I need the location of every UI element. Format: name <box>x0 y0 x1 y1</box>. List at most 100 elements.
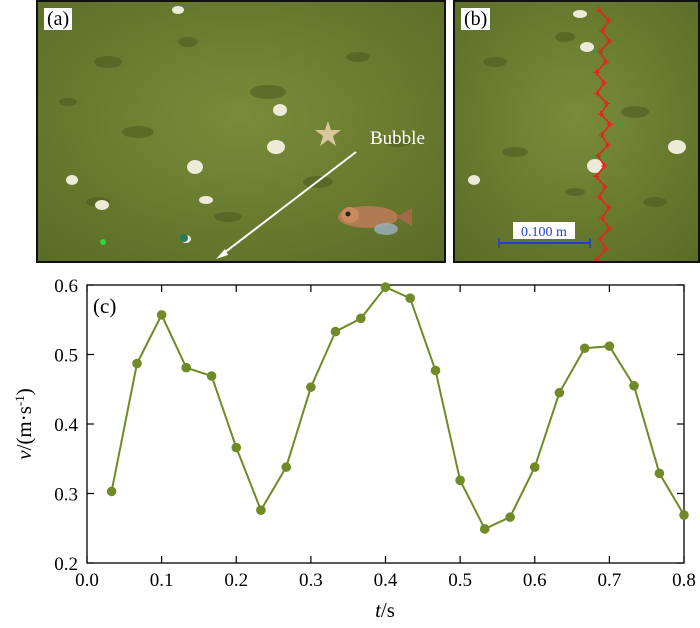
shell <box>587 159 603 173</box>
y-axis-label: v/(m·s-1) <box>12 388 37 460</box>
y-axis-ticks: 0.2 0.3 0.4 0.5 0.6 <box>54 276 684 575</box>
photo-panel-b: 0.100 m (b) <box>453 0 700 263</box>
x-axis-label: t/s <box>375 598 395 622</box>
trajectory-marker <box>605 17 612 24</box>
data-point <box>356 313 366 324</box>
trajectory-marker <box>598 27 605 34</box>
trajectory-marker <box>596 194 603 201</box>
data-point <box>505 512 515 522</box>
x-tick-label: 0.1 <box>150 570 174 591</box>
x-tick-label: 0.2 <box>224 570 248 591</box>
trajectory-marker <box>597 48 604 55</box>
data-point <box>106 486 117 497</box>
trajectory-marker <box>601 79 608 86</box>
velocity-series-line <box>110 285 685 531</box>
shell <box>273 104 287 116</box>
seabed-texture <box>59 37 411 222</box>
x-tick-label: 0.7 <box>598 570 622 591</box>
shell <box>573 10 587 18</box>
data-point <box>554 387 565 398</box>
data-point <box>156 310 167 320</box>
x-axis-label-unit: /s <box>381 598 395 622</box>
trajectory-marker <box>606 38 613 45</box>
y-axis-label-var: v <box>12 450 36 460</box>
shells <box>66 6 287 243</box>
shell <box>668 140 686 154</box>
scale-bar-label: 0.100 m <box>521 225 567 240</box>
trajectory-marker <box>593 69 600 76</box>
panel-a-label: (a) <box>44 8 73 30</box>
data-point <box>629 380 639 391</box>
x-tick-label: 0.3 <box>299 570 323 591</box>
plot-frame <box>86 284 685 564</box>
data-point <box>132 358 142 369</box>
trajectory-markers <box>593 7 613 261</box>
y-tick-label: 0.2 <box>54 554 78 575</box>
y-axis-label-close: ) <box>12 388 36 395</box>
trajectory-marker <box>597 111 604 117</box>
x-axis-ticks: 0.0 0.1 0.2 0.3 0.4 0.5 0.6 0.7 0.8 <box>75 285 696 591</box>
seabed-photo-b: 0.100 m <box>455 2 698 261</box>
trajectory-marker <box>598 215 605 221</box>
y-axis-label-exp: -1 <box>12 395 27 406</box>
panel-c-label: (c) <box>93 294 116 318</box>
trajectory-marker <box>594 152 601 159</box>
bubble-arrow <box>219 151 357 257</box>
trajectory-marker <box>604 142 611 149</box>
shell <box>199 196 213 204</box>
y-tick-label: 0.4 <box>54 415 78 436</box>
data-point <box>579 343 590 354</box>
x-tick-label: 0.5 <box>448 570 472 591</box>
shell <box>66 175 78 185</box>
x-tick-label: 0.4 <box>374 570 398 591</box>
trajectory-marker <box>596 235 603 242</box>
y-tick-label: 0.6 <box>54 276 78 297</box>
photo-panel-a: Bubble (a) <box>36 0 446 263</box>
bubble-label: Bubble <box>370 128 425 149</box>
shell <box>580 42 594 52</box>
data-point <box>181 362 192 373</box>
x-axis-label-var: t <box>375 598 382 622</box>
data-point <box>679 510 689 520</box>
data-point <box>231 442 242 453</box>
trajectory-marker <box>594 90 601 97</box>
shells <box>468 10 686 185</box>
data-point <box>405 293 415 304</box>
trajectory-marker <box>604 100 611 107</box>
data-point <box>330 326 341 337</box>
velocity-chart: 0.0 0.1 0.2 0.3 0.4 0.5 0.6 0.7 0.8 0.2 0.3 0.4 0.5… <box>12 276 696 622</box>
scale-label-box <box>513 222 575 239</box>
x-tick-label: 0.0 <box>75 570 99 591</box>
y-tick-label: 0.3 <box>54 485 78 506</box>
y-tick-label: 0.5 <box>54 346 78 367</box>
shell <box>187 160 203 174</box>
trajectory-marker <box>601 163 608 169</box>
shell <box>95 200 109 210</box>
data-point <box>479 524 490 534</box>
trajectory-marker <box>606 225 613 232</box>
data-point <box>654 468 665 479</box>
trajectory-marker <box>606 204 613 211</box>
green-light <box>100 239 106 245</box>
seabed-texture <box>483 32 667 207</box>
x-tick-label: 0.6 <box>523 570 547 591</box>
data-point <box>306 382 316 392</box>
shell <box>172 6 184 14</box>
trajectory-marker <box>602 59 609 65</box>
data-point <box>281 462 292 472</box>
shell <box>468 175 480 185</box>
starfish <box>315 121 341 146</box>
shell <box>267 140 285 154</box>
trajectory-marker <box>602 246 609 253</box>
seabed-photo-a: Bubble <box>38 2 444 261</box>
data-point <box>206 371 217 381</box>
data-point <box>256 505 266 515</box>
trajectory-marker <box>598 131 605 138</box>
trajectory-marker <box>596 7 602 13</box>
data-point <box>380 282 391 292</box>
velocity-series-points <box>106 282 689 534</box>
trajectory-marker <box>602 183 609 190</box>
x-tick-label: 0.8 <box>672 570 696 591</box>
y-axis-label-unit: /(m·s <box>12 406 36 450</box>
bubble-arrowhead <box>216 249 228 259</box>
